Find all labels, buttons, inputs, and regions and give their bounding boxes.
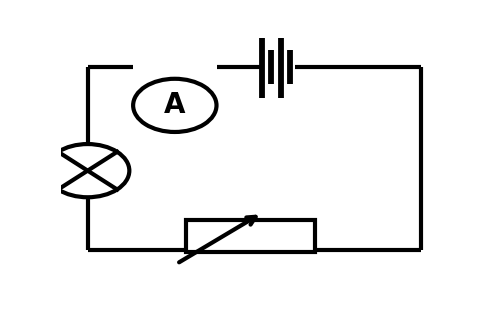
Text: A: A bbox=[164, 91, 185, 119]
Circle shape bbox=[133, 79, 216, 132]
Bar bbox=[186, 220, 314, 252]
Circle shape bbox=[46, 144, 129, 197]
